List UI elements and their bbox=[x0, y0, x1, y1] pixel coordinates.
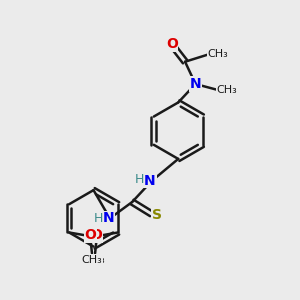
Text: N: N bbox=[103, 212, 114, 225]
Text: N: N bbox=[144, 174, 156, 188]
Text: CH₃: CH₃ bbox=[207, 49, 228, 59]
Text: H: H bbox=[135, 173, 144, 186]
Text: CH₃: CH₃ bbox=[82, 255, 102, 265]
Text: N: N bbox=[190, 77, 201, 91]
Text: O: O bbox=[91, 229, 103, 242]
Text: S: S bbox=[152, 208, 162, 222]
Text: O: O bbox=[166, 38, 178, 52]
Text: CH₃: CH₃ bbox=[216, 85, 237, 95]
Text: CH₃: CH₃ bbox=[85, 255, 106, 265]
Text: O: O bbox=[85, 229, 96, 242]
Text: H: H bbox=[93, 212, 103, 225]
